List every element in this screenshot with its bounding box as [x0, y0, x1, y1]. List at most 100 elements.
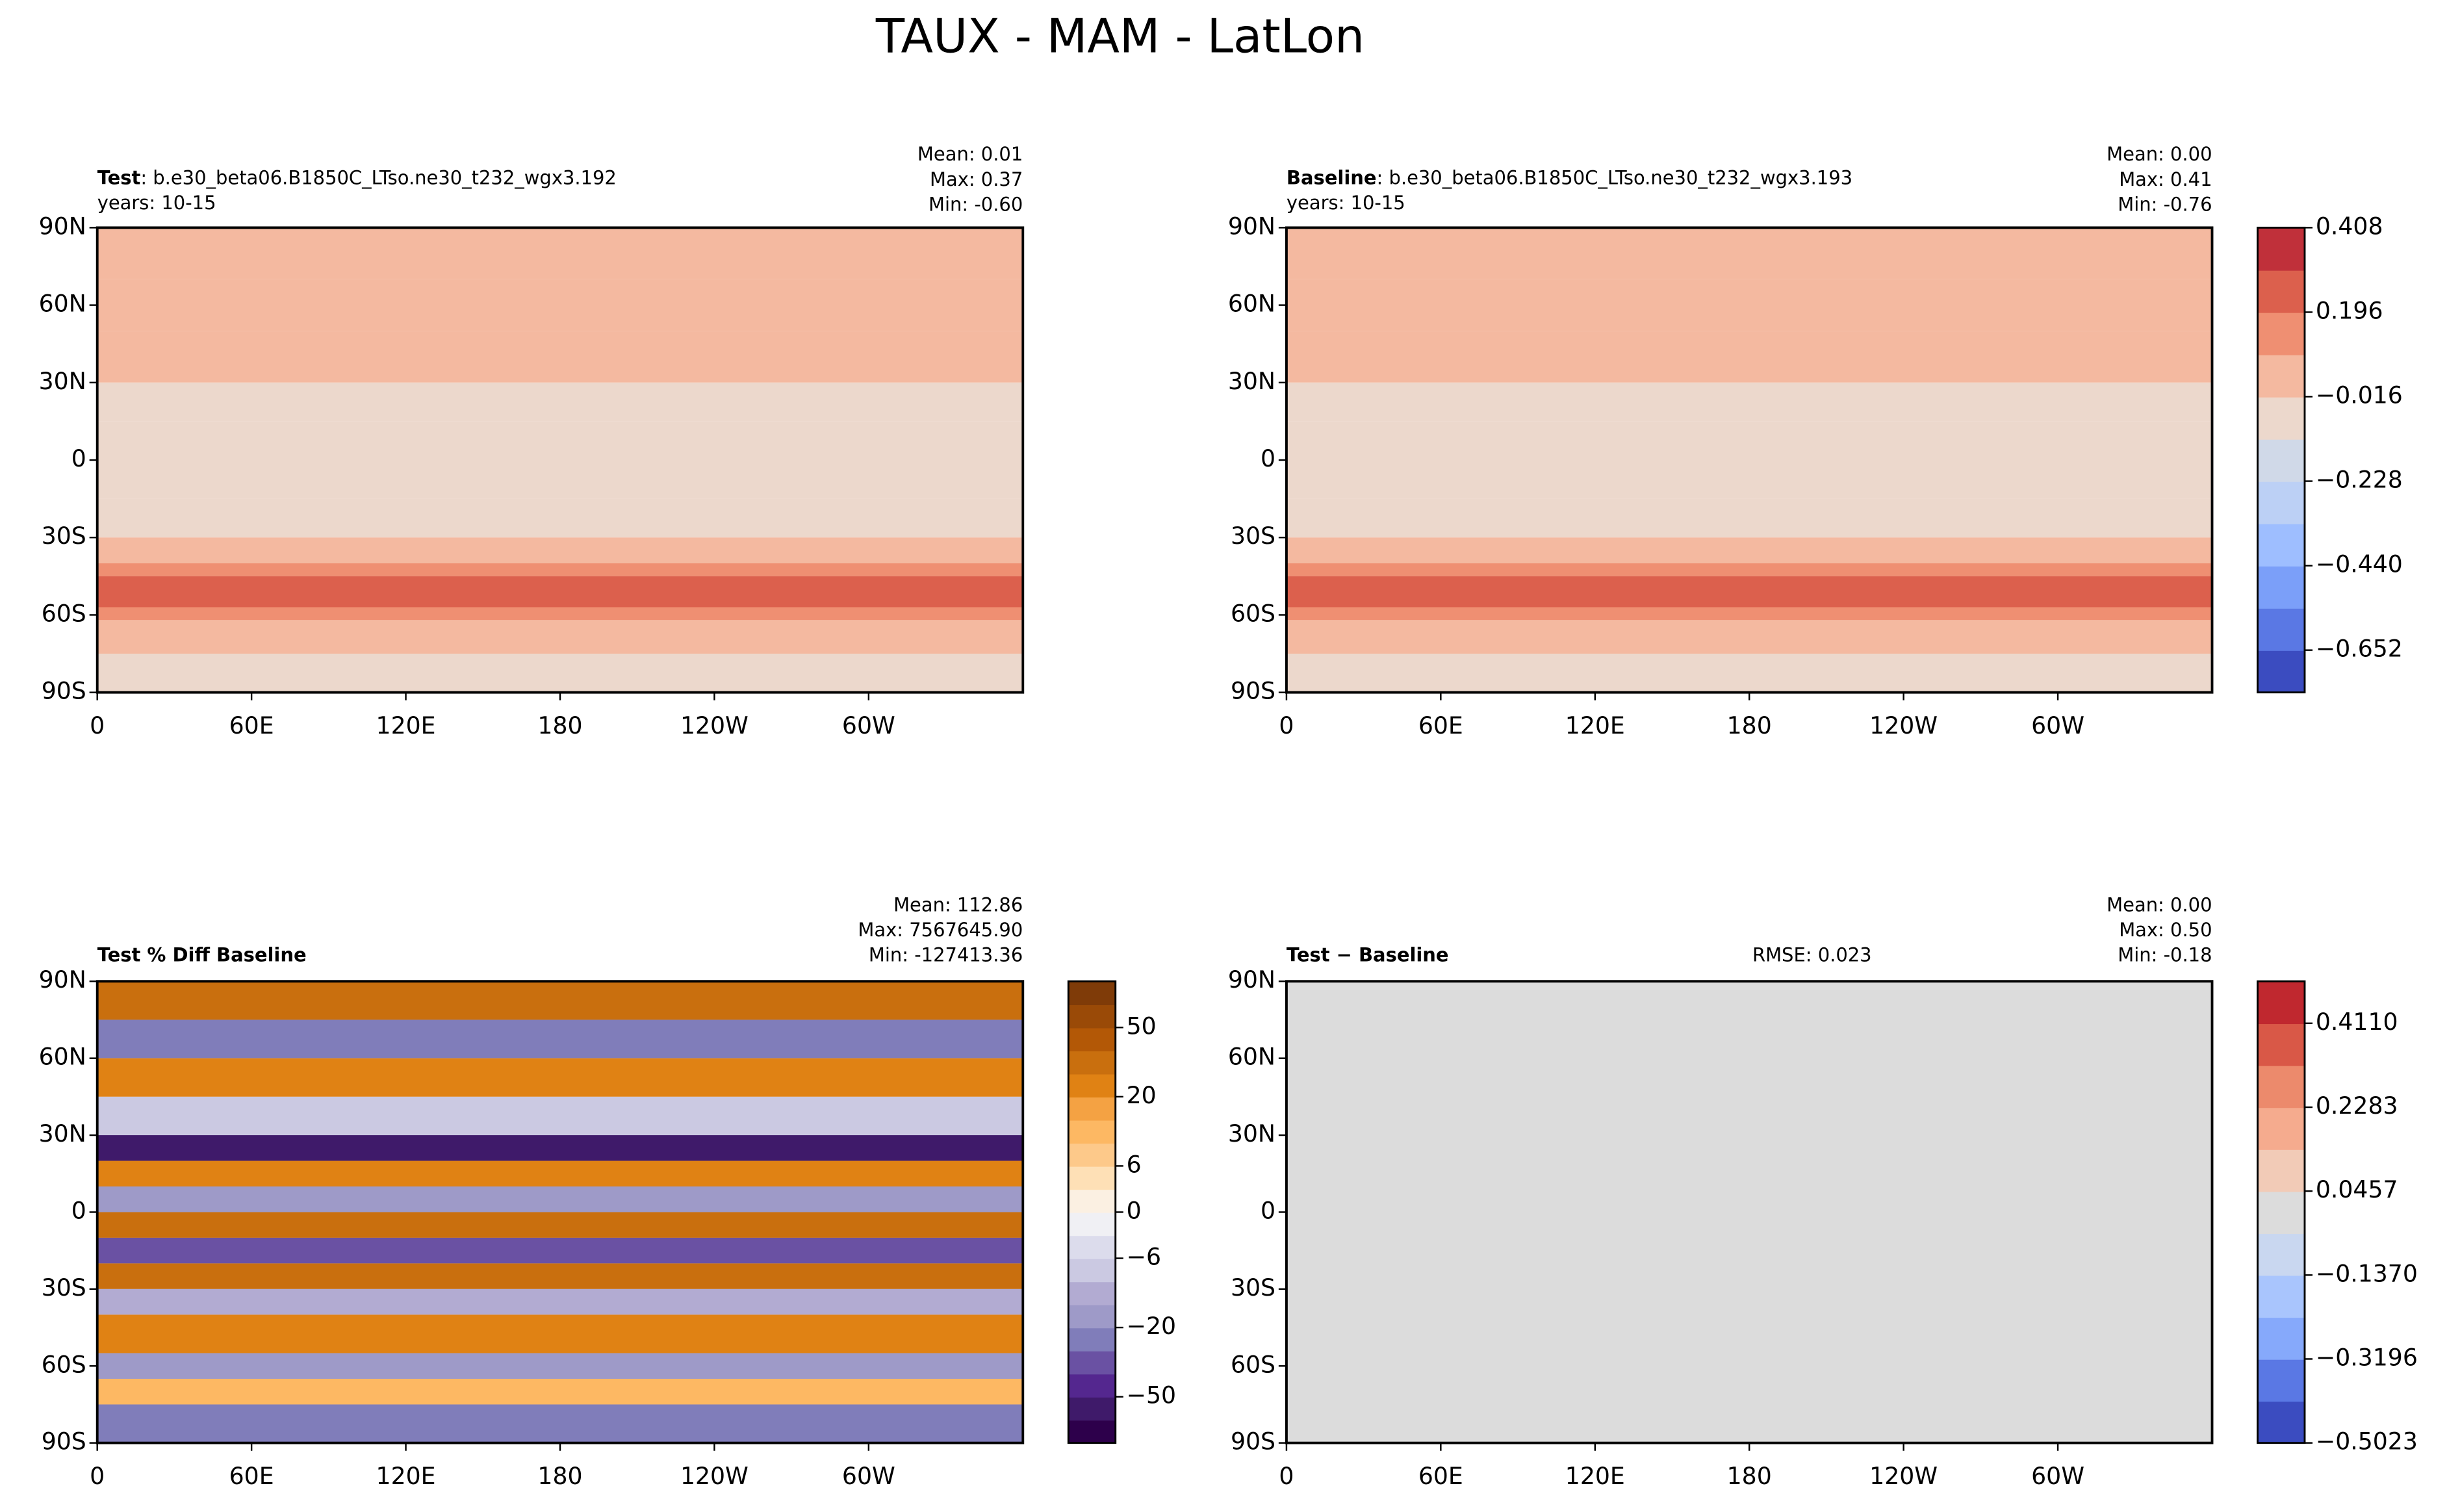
- colorbar-swatch: [1068, 1396, 1116, 1421]
- y-tick-label: 60N: [39, 1043, 86, 1071]
- y-tick-label: 60N: [39, 290, 86, 318]
- colorbar-swatch: [1068, 1374, 1116, 1398]
- panel-stat: Max: 0.50: [2119, 919, 2212, 941]
- panel-title: Test % Diff Baseline: [97, 944, 307, 966]
- colorbar-tick-label: 6: [1127, 1150, 1142, 1178]
- contour-band: [97, 421, 1023, 499]
- colorbar-tick-label: 50: [1127, 1012, 1157, 1040]
- x-tick-label: 180: [1727, 711, 1772, 739]
- contour-band: [1286, 331, 2212, 383]
- y-tick-label: 60N: [1228, 1043, 1275, 1071]
- colorbar-swatch: [1068, 1212, 1116, 1237]
- colorbar-swatch: [2257, 1359, 2305, 1402]
- contour-band: [97, 1160, 1023, 1186]
- colorbar-swatch: [1068, 1027, 1116, 1052]
- x-tick-label: 120W: [1869, 1462, 1938, 1490]
- contour-band: [97, 1058, 1023, 1097]
- x-tick-label: 120W: [680, 711, 749, 739]
- colorbar-swatch: [1068, 1235, 1116, 1259]
- y-tick-label: 30N: [1228, 1120, 1275, 1147]
- x-tick-label: 120E: [1565, 711, 1625, 739]
- colorbar-swatch: [1068, 981, 1116, 1005]
- contour-band: [97, 498, 1023, 538]
- colorbar-swatch: [2257, 981, 2305, 1025]
- contour-band: [97, 1135, 1023, 1161]
- y-tick-label: 30S: [42, 1274, 86, 1301]
- panel-stat: Max: 0.37: [930, 168, 1023, 190]
- panel-title-text: : b.e30_beta06.B1850C_LTso.ne30_t232_wgx…: [1377, 166, 1853, 188]
- contour-band: [97, 1288, 1023, 1315]
- y-tick-label: 30S: [1231, 522, 1275, 550]
- contour-band: [97, 227, 1023, 279]
- contour-band: [97, 1096, 1023, 1136]
- contour-band: [97, 382, 1023, 422]
- x-tick-label: 120E: [376, 1462, 436, 1490]
- colorbar-tick-label: 0.4110: [2316, 1008, 2398, 1036]
- contour-band: [1286, 537, 2212, 563]
- contour-band: [97, 1263, 1023, 1289]
- colorbar-swatch: [1068, 1096, 1116, 1121]
- panel-stat: Min: -127413.36: [869, 944, 1023, 966]
- colorbar-tick-label: −0.3196: [2316, 1343, 2418, 1371]
- colorbar-tick-label: 0.196: [2316, 296, 2383, 324]
- panel-title-text: : b.e30_beta06.B1850C_LTso.ne30_t232_wgx…: [140, 166, 617, 188]
- panel-stat: Max: 7567645.90: [858, 919, 1023, 941]
- colorbar-swatch: [2257, 608, 2305, 651]
- panel-stat: Min: -0.18: [2118, 944, 2212, 966]
- contour-band: [1286, 421, 2212, 499]
- contour-band: [97, 279, 1023, 331]
- colorbar-swatch: [2257, 1149, 2305, 1192]
- colorbar-swatch: [1068, 1350, 1116, 1375]
- panel-title-label: Test % Diff Baseline: [97, 944, 307, 966]
- colorbar-swatch: [2257, 1401, 2305, 1444]
- contour-band: [1286, 607, 2212, 621]
- colorbar-swatch: [2257, 1233, 2305, 1276]
- x-tick-label: 0: [90, 1462, 105, 1490]
- contour-band: [97, 620, 1023, 654]
- y-tick-label: 60N: [1228, 290, 1275, 318]
- colorbar-tick-label: −0.5023: [2316, 1428, 2418, 1455]
- colorbar-swatch: [2257, 396, 2305, 440]
- x-tick-label: 60W: [2031, 711, 2084, 739]
- colorbar-swatch: [1068, 1120, 1116, 1144]
- colorbar-swatch: [2257, 650, 2305, 693]
- colorbar-tick-label: −6: [1127, 1242, 1161, 1270]
- contour-band: [97, 654, 1023, 693]
- y-tick-label: 0: [1261, 444, 1275, 472]
- x-tick-label: 0: [1279, 711, 1294, 739]
- panel-stat: Min: -0.60: [929, 194, 1023, 216]
- y-tick-label: 90S: [1231, 677, 1275, 705]
- y-tick-label: 30N: [39, 367, 86, 395]
- y-tick-label: 60S: [42, 1350, 86, 1378]
- y-tick-label: 90S: [42, 677, 86, 705]
- y-tick-label: 0: [1261, 1196, 1275, 1224]
- map-frame: [96, 980, 1025, 1444]
- y-tick-label: 60S: [1231, 1350, 1275, 1378]
- colorbar-swatch: [2257, 312, 2305, 355]
- contour-band: [97, 1379, 1023, 1405]
- contour-band: [97, 1404, 1023, 1443]
- colorbar-swatch: [1068, 1050, 1116, 1075]
- y-tick-label: 30S: [42, 522, 86, 550]
- contour-band: [97, 576, 1023, 608]
- contour-band: [1286, 620, 2212, 654]
- colorbar-tick-label: −0.228: [2316, 466, 2403, 494]
- colorbar-swatch: [1068, 1304, 1116, 1329]
- x-tick-label: 60W: [2031, 1462, 2084, 1490]
- colorbar-swatch: [2257, 1191, 2305, 1234]
- x-tick-label: 120E: [1565, 1462, 1625, 1490]
- y-tick-label: 60S: [42, 599, 86, 627]
- y-tick-label: 90N: [39, 212, 86, 240]
- colorbar-tick-label: 0.2283: [2316, 1092, 2398, 1120]
- x-tick-label: 180: [1727, 1462, 1772, 1490]
- panel-stat: Mean: 0.00: [2107, 893, 2212, 916]
- colorbar-swatch: [2257, 565, 2305, 609]
- colorbar-swatch: [2257, 1023, 2305, 1066]
- contour-band: [97, 607, 1023, 621]
- contour-band: [1286, 227, 2212, 279]
- x-tick-label: 180: [537, 711, 582, 739]
- panel-annotation: RMSE: 0.023: [1752, 944, 1872, 966]
- contour-band: [1286, 279, 2212, 331]
- colorbar-tick-label: 0.408: [2316, 212, 2383, 240]
